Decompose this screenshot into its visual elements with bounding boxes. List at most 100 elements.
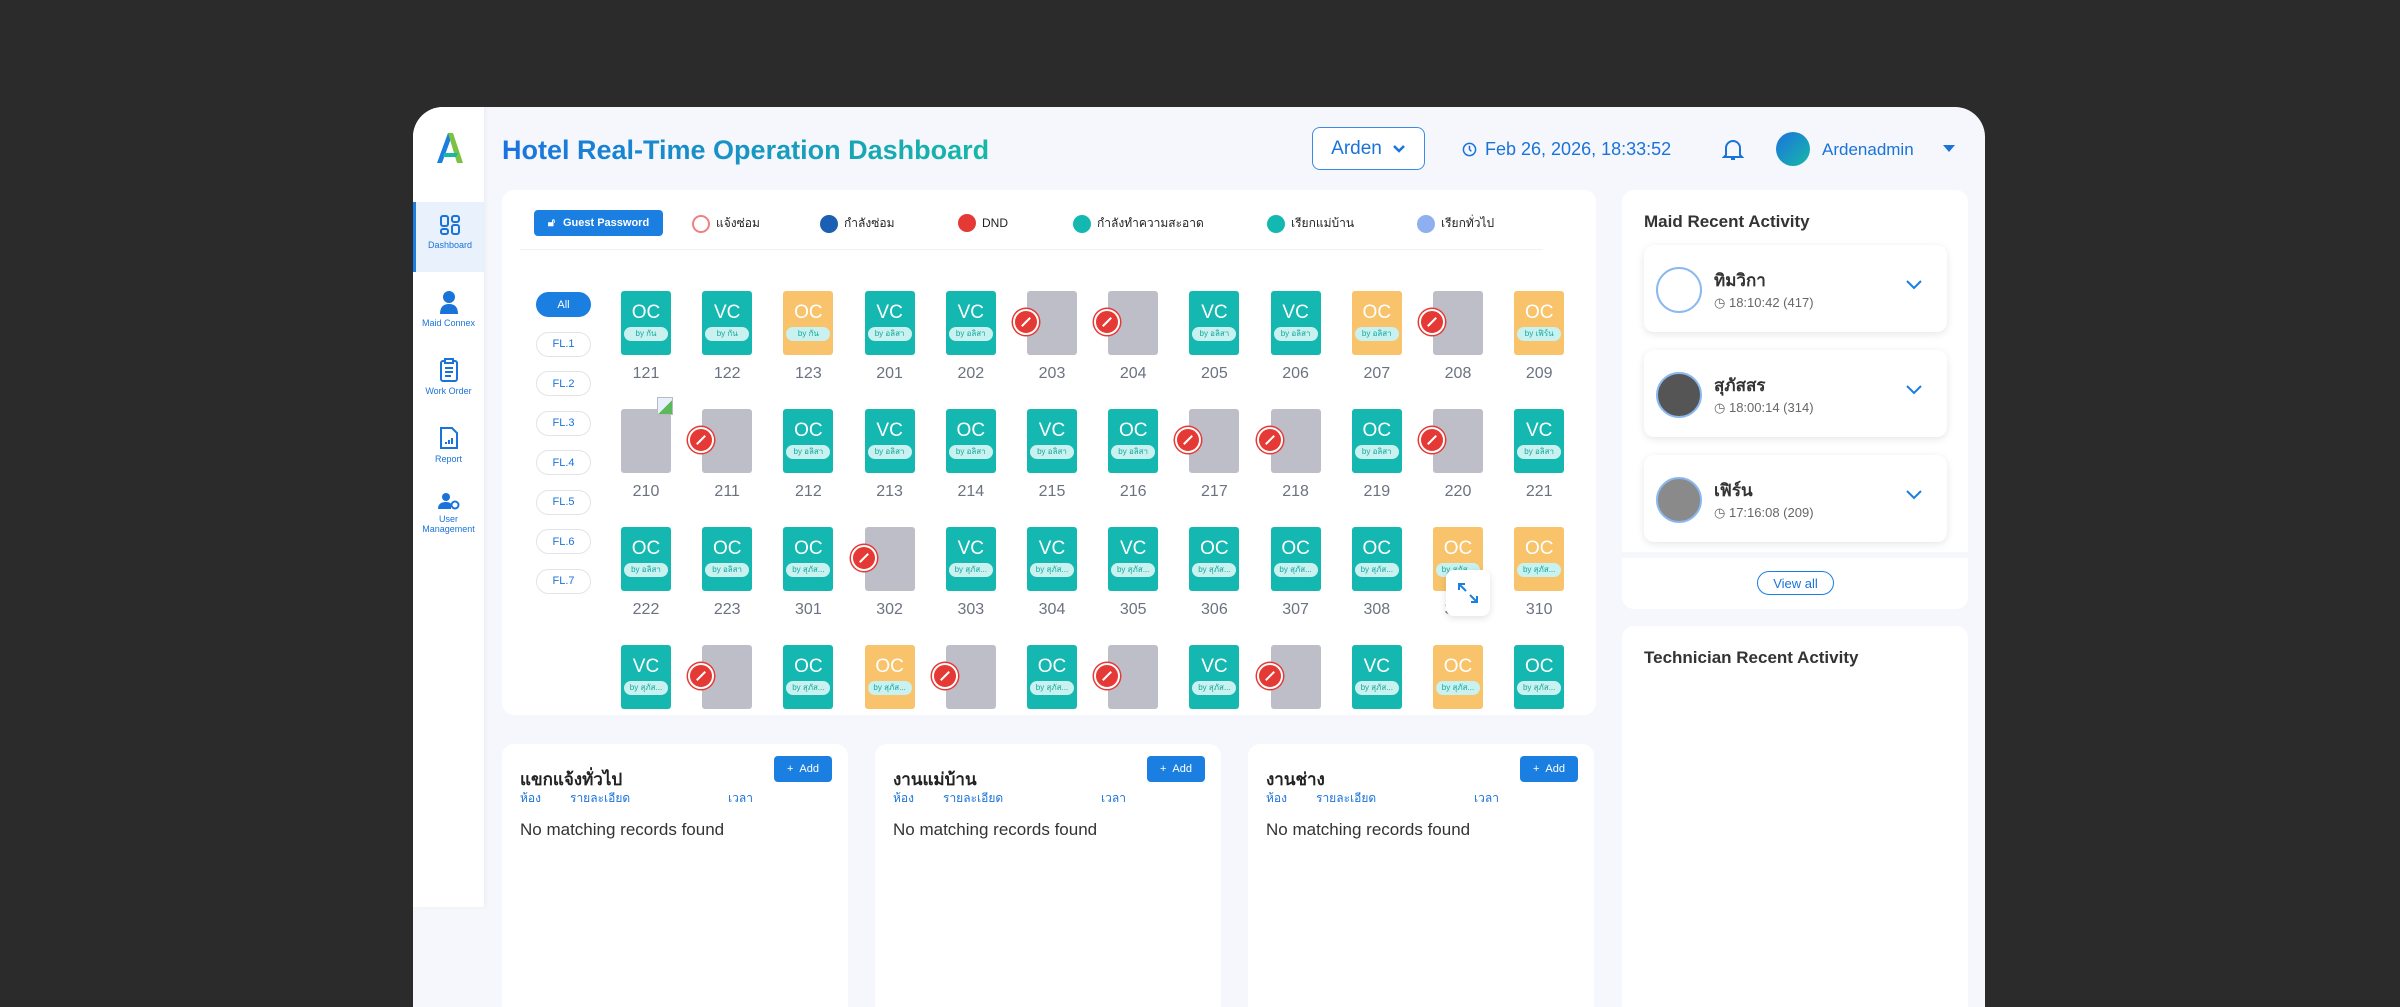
- column-header-time[interactable]: เวลา: [728, 791, 753, 805]
- floor-filter-fl2[interactable]: FL.2: [536, 371, 591, 396]
- room-tile[interactable]: OC by อลิสา: [1351, 409, 1402, 473]
- room-tile[interactable]: OC by สุภัส...: [1514, 527, 1565, 591]
- sidebar-item-report[interactable]: Report: [413, 418, 484, 464]
- room-tile[interactable]: [621, 409, 671, 473]
- add-button[interactable]: + Add: [1147, 756, 1205, 782]
- room-tile[interactable]: OC by สุภัส...: [1351, 527, 1402, 591]
- room-assignee-badge: by สุภัส...: [1354, 563, 1399, 577]
- room-tile[interactable]: OC by สุภัส...: [1514, 645, 1565, 709]
- legend-label: DND: [982, 216, 1008, 230]
- floor-filter-fl5[interactable]: FL.5: [536, 489, 591, 515]
- dnd-icon: [688, 663, 715, 689]
- room-assignee-badge: by สุภัส...: [1517, 563, 1562, 577]
- floor-filter-fl1[interactable]: FL.1: [536, 331, 591, 357]
- room-tile[interactable]: VC by สุภัส...: [1351, 645, 1402, 709]
- property-select[interactable]: Arden: [1312, 127, 1425, 170]
- add-button[interactable]: + Add: [774, 756, 832, 782]
- room-tile[interactable]: OC by กัน: [621, 291, 671, 355]
- column-header-time[interactable]: เวลา: [1474, 791, 1499, 805]
- expand-button[interactable]: [1446, 570, 1490, 616]
- room-number: 212: [795, 483, 822, 500]
- room-assignee-badge: by สุภัส...: [786, 681, 831, 695]
- legend-call-general: เรียกทั่วไป: [1417, 214, 1494, 233]
- room-status: VC: [1038, 420, 1066, 441]
- room-tile[interactable]: OC by สุภัส...: [783, 645, 834, 709]
- floor-filter-fl3[interactable]: FL.3: [536, 410, 591, 436]
- column-header-time[interactable]: เวลา: [1101, 791, 1126, 805]
- room-tile[interactable]: OC by อลิสา: [945, 409, 996, 473]
- room-tile[interactable]: VC by อลิสา: [1514, 409, 1565, 473]
- sidebar-item-work-order[interactable]: Work Order: [413, 350, 484, 396]
- dnd-icon: [958, 214, 976, 232]
- room-tile[interactable]: OC by อลิสา: [1351, 291, 1402, 355]
- floor-filter-fl4[interactable]: FL.4: [536, 450, 591, 475]
- column-header-room[interactable]: ห้อง: [1266, 791, 1287, 805]
- room-tile[interactable]: OC by สุภัส...: [864, 645, 915, 709]
- room-tile[interactable]: VC by สุภัส...: [621, 645, 671, 709]
- activity-time: ◷ 18:00:14 (314): [1714, 400, 1814, 416]
- maid-activity-item[interactable]: ทิมวิกา ◷ 18:10:42 (417): [1644, 245, 1947, 332]
- view-all-button[interactable]: View all: [1757, 571, 1834, 595]
- lock-icon: 🔓︎: [547, 216, 555, 229]
- room-assignee-badge: by กัน: [624, 327, 668, 341]
- caret-down-icon[interactable]: [1943, 145, 1955, 152]
- room-tile[interactable]: VC by กัน: [702, 291, 753, 355]
- room-status: OC: [1362, 302, 1392, 323]
- floor-filter-fl7[interactable]: FL.7: [536, 568, 591, 594]
- sidebar-item-dashboard[interactable]: Dashboard: [413, 202, 484, 272]
- room-tile[interactable]: VC by อลิสา: [864, 409, 915, 473]
- room-tile[interactable]: VC by สุภัส...: [1189, 645, 1240, 709]
- floor-filter-all[interactable]: All: [536, 292, 591, 317]
- maid-activity-item[interactable]: เฟิร์น ◷ 17:16:08 (209): [1644, 455, 1947, 542]
- dnd-icon: [1013, 309, 1039, 335]
- room-tile[interactable]: OC by สุภัส...: [1189, 527, 1240, 591]
- room-tile[interactable]: OC by กัน: [783, 291, 834, 355]
- column-header-room[interactable]: ห้อง: [520, 791, 541, 805]
- room-number: 121: [632, 365, 660, 382]
- chevron-down-icon[interactable]: [1905, 279, 1923, 291]
- report-icon: [439, 427, 458, 449]
- room-tile[interactable]: OC by อลิสา: [621, 527, 671, 591]
- legend-cleaning: กำลังทำความสะอาด: [1073, 214, 1204, 233]
- room-tile[interactable]: OC by อลิสา: [783, 409, 834, 473]
- room-tile[interactable]: VC by สุภัส...: [1108, 527, 1159, 591]
- floor-filter-fl6[interactable]: FL.6: [536, 529, 591, 554]
- room-tile[interactable]: OC by สุภัส...: [1270, 527, 1321, 591]
- username[interactable]: Ardenadmin: [1822, 140, 1914, 159]
- column-header-detail[interactable]: รายละเอียด: [570, 791, 631, 805]
- maid-activity-item[interactable]: สุภัสสร ◷ 18:00:14 (314): [1644, 350, 1947, 437]
- chevron-down-icon[interactable]: [1905, 384, 1923, 396]
- room-tile[interactable]: VC by อลิสา: [1189, 291, 1240, 355]
- room-tile[interactable]: OC by อลิสา: [1108, 409, 1159, 473]
- room-assignee-badge: by อลิสา: [1030, 445, 1074, 459]
- user-avatar[interactable]: [1776, 132, 1810, 166]
- room-tile[interactable]: OC by สุภัส...: [1433, 645, 1483, 709]
- room-tile[interactable]: VC by อลิสา: [864, 291, 915, 355]
- room-tile[interactable]: VC by อลิสา: [1270, 291, 1321, 355]
- room-tile[interactable]: VC by อลิสา: [945, 291, 996, 355]
- column-header-detail[interactable]: รายละเอียด: [1316, 791, 1377, 805]
- sidebar-item-user-management[interactable]: User Management: [413, 484, 484, 534]
- room-tile[interactable]: VC by อลิสา: [1027, 409, 1077, 473]
- room-tile[interactable]: OC by สุภัส...: [1027, 645, 1077, 709]
- room-tile[interactable]: OC by เฟิร์น: [1514, 291, 1565, 355]
- add-button[interactable]: + Add: [1520, 756, 1578, 782]
- room-assignee-badge: by อลิสา: [624, 563, 668, 577]
- room-status: OC: [794, 538, 823, 559]
- column-header-room[interactable]: ห้อง: [893, 791, 914, 805]
- room-tile[interactable]: VC by สุภัส...: [945, 527, 996, 591]
- room-tile[interactable]: OC by อลิสา: [702, 527, 753, 591]
- room-assignee-badge: by อลิสา: [1273, 327, 1318, 341]
- maid-name: ทิมวิกา: [1714, 271, 1766, 290]
- room-number: 217: [1201, 483, 1228, 500]
- room-status: OC: [631, 538, 661, 559]
- column-header-detail[interactable]: รายละเอียด: [943, 791, 1004, 805]
- sidebar-item-maid-connex[interactable]: Maid Connex: [413, 282, 484, 328]
- room-number: 219: [1363, 483, 1391, 500]
- dashboard-icon: [440, 215, 460, 235]
- bell-icon[interactable]: [1722, 137, 1744, 161]
- room-tile[interactable]: OC by สุภัส...: [783, 527, 834, 591]
- room-tile[interactable]: VC by สุภัส...: [1027, 527, 1077, 591]
- guest-password-button[interactable]: 🔓︎ Guest Password: [534, 210, 663, 236]
- chevron-down-icon[interactable]: [1905, 489, 1923, 501]
